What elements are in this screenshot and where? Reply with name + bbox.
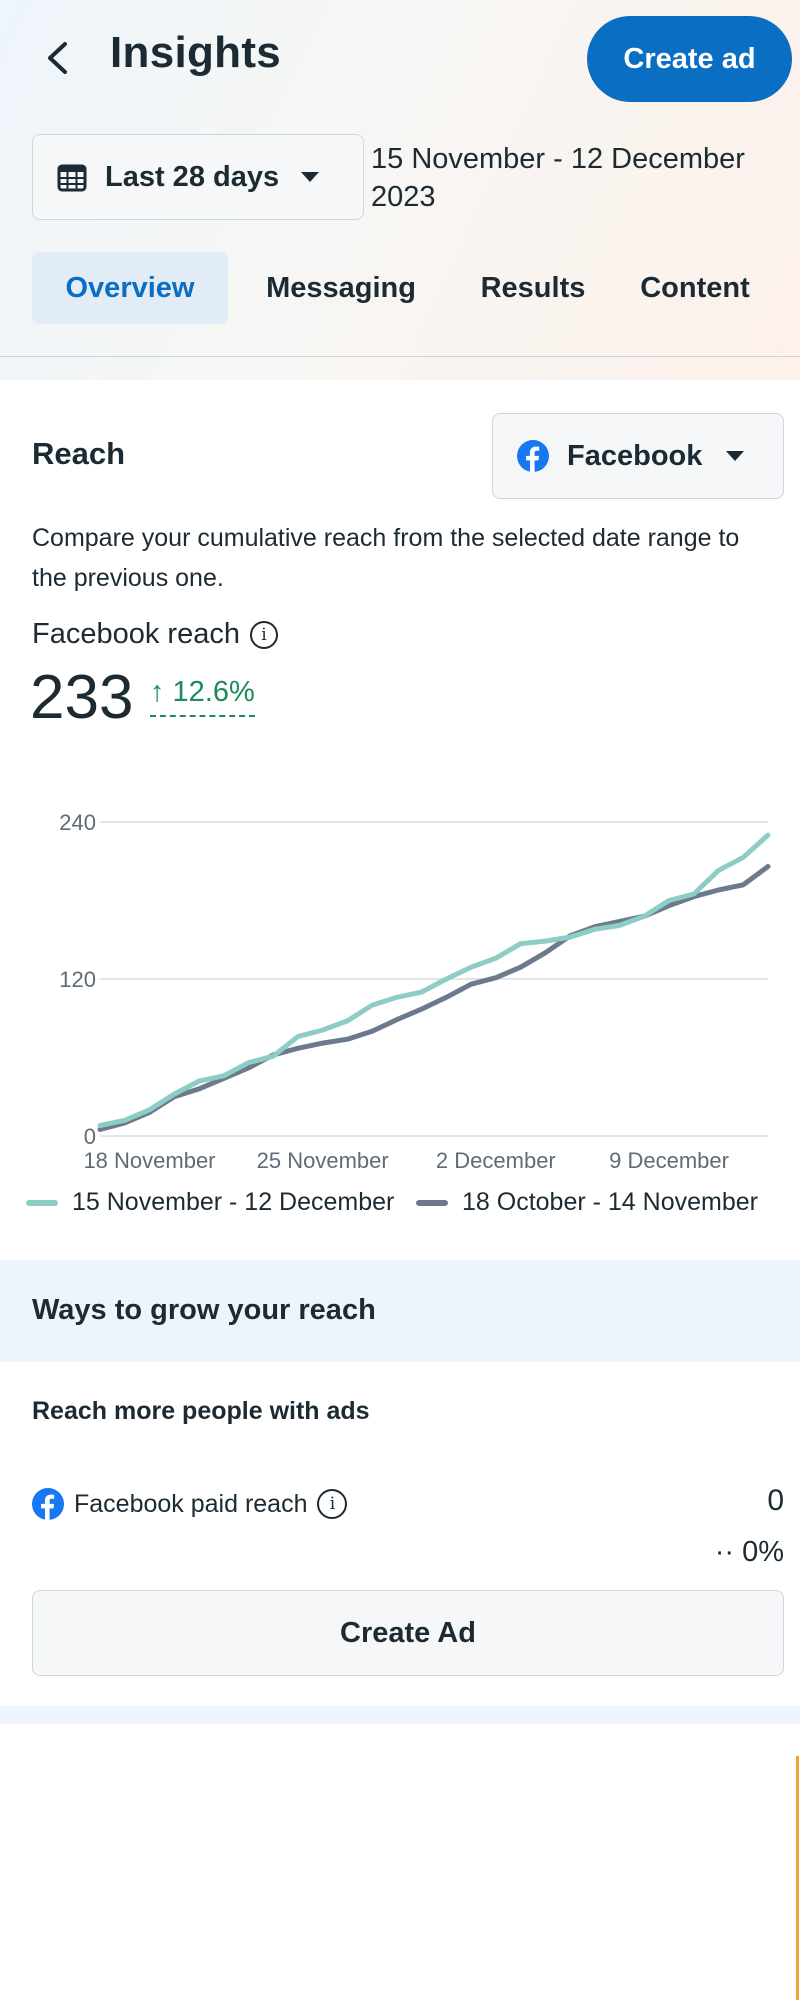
facebook-icon	[517, 440, 549, 472]
chart-legend: 15 November - 12 December 18 October - 1…	[26, 1188, 800, 1228]
facebook-icon	[32, 1488, 64, 1520]
create-ad-button[interactable]: Create ad	[587, 16, 792, 102]
section-divider	[0, 1706, 800, 1724]
tab-content[interactable]: Content	[640, 271, 750, 304]
x-tick-label: 2 December	[436, 1148, 556, 1170]
metric-label-row: Facebook reach i	[32, 618, 278, 651]
back-button[interactable]	[38, 36, 78, 80]
paid-reach-label: Facebook paid reach	[74, 1489, 308, 1518]
reach-section-title: Reach	[32, 436, 126, 471]
caret-down-icon	[301, 172, 320, 182]
header-divider	[0, 356, 800, 357]
caret-down-icon	[726, 451, 745, 461]
tab-overview[interactable]: Overview	[32, 252, 228, 324]
date-range-text: 15 November - 12 December 2023	[371, 143, 745, 213]
paid-reach-row: Facebook paid reach i	[32, 1488, 348, 1520]
info-icon[interactable]: i	[249, 620, 278, 649]
paid-reach-value: 0	[767, 1484, 784, 1517]
y-tick-label: 240	[59, 810, 96, 835]
tab-bar: Overview Messaging Results Content	[32, 252, 778, 324]
date-range-dropdown[interactable]: Last 28 days	[32, 134, 364, 220]
series-line-current	[97, 832, 771, 1128]
x-tick-label: 9 December	[609, 1148, 729, 1170]
metric-label: Facebook reach	[32, 618, 240, 650]
platform-label: Facebook	[567, 439, 703, 472]
legend-item-previous: 18 October - 14 November	[416, 1188, 758, 1217]
reach-line-chart: 0 120 240 18 November 25 November 2 December 9…	[59, 810, 771, 1170]
y-tick-label: 120	[59, 967, 96, 992]
legend-item-current: 15 November - 12 December	[26, 1188, 394, 1217]
x-tick-label: 25 November	[257, 1148, 389, 1170]
y-tick-label: 0	[84, 1124, 96, 1149]
legend-swatch	[26, 1199, 58, 1206]
grow-section-header	[0, 1260, 800, 1362]
reach-description: Compare your cumulative reach from the s…	[32, 524, 740, 592]
scroll-indicator	[796, 1756, 799, 2000]
legend-label: 18 October - 14 November	[462, 1188, 758, 1216]
chevron-left-icon	[48, 42, 67, 74]
reach-more-subtitle: Reach more people with ads	[32, 1397, 370, 1425]
series-line-previous	[97, 864, 771, 1132]
paid-reach-change: ·· 0%	[714, 1536, 784, 1568]
create-ad-secondary-button[interactable]: Create Ad	[32, 1590, 784, 1676]
tab-results[interactable]: Results	[480, 271, 586, 304]
page-title: Insights	[110, 28, 282, 77]
date-preset-label: Last 28 days	[105, 160, 280, 193]
tab-messaging[interactable]: Messaging	[266, 271, 416, 304]
platform-dropdown[interactable]: Facebook	[492, 413, 784, 499]
legend-swatch	[416, 1199, 448, 1206]
x-tick-label: 18 November	[83, 1148, 215, 1170]
metric-change[interactable]: ↑ 12.6%	[150, 676, 255, 717]
grow-section-title: Ways to grow your reach	[32, 1294, 376, 1326]
info-icon[interactable]: i	[317, 1489, 348, 1519]
metric-value: 233	[30, 663, 134, 732]
legend-label: 15 November - 12 December	[72, 1188, 395, 1216]
calendar-icon	[57, 164, 87, 192]
